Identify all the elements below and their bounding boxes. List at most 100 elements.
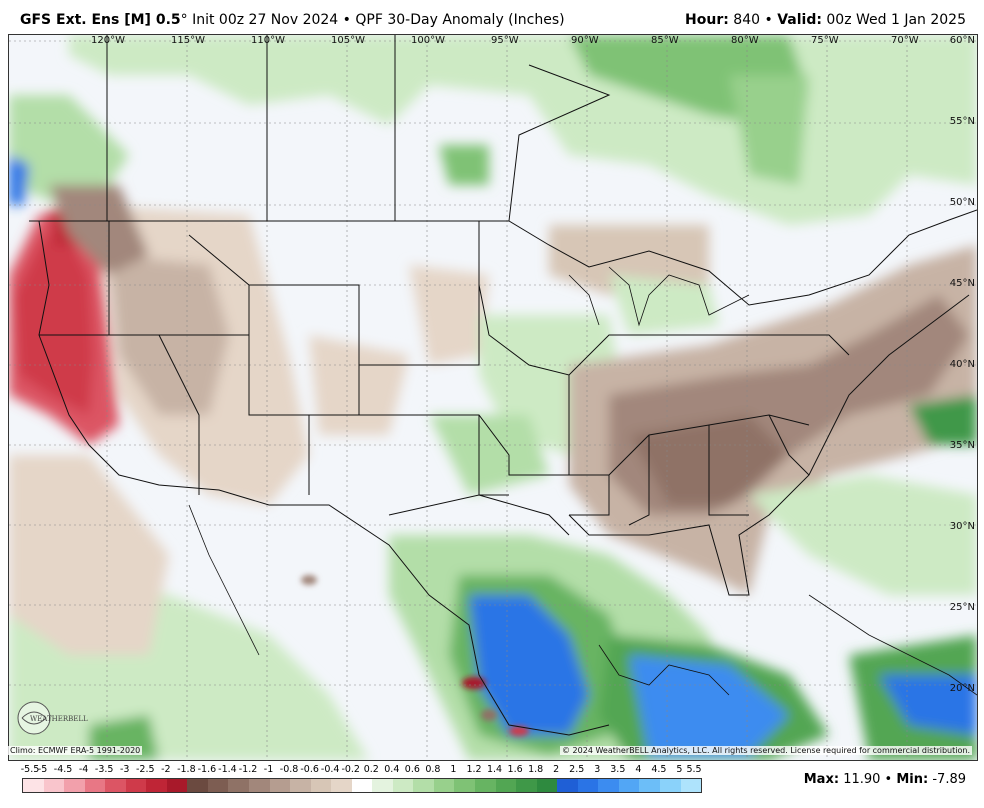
logo-text: WEATHERBELL [30, 715, 88, 723]
legend-swatch [372, 779, 393, 792]
legend-tick-label: 5 [676, 764, 683, 775]
legend-tick-label: -5 [37, 764, 48, 775]
max-min-readout: Max: 11.90 • Min: -7.89 [803, 772, 966, 787]
longitude-label: 110°W [251, 35, 285, 46]
longitude-label: 75°W [811, 35, 839, 46]
legend-tick-label: 2.5 [569, 764, 585, 775]
legend-tick-label: 1.8 [528, 764, 544, 775]
precip-anomaly-map [9, 35, 977, 760]
legend-tick-label: 1 [450, 764, 457, 775]
legend-swatch [516, 779, 537, 792]
model-name: GFS Ext. Ens [M] 0.5 [20, 12, 181, 28]
legend-tick-label: 3 [594, 764, 601, 775]
legend-swatch [269, 779, 291, 792]
product-name: QPF 30-Day Anomaly (Inches) [355, 12, 565, 28]
legend-swatch [536, 779, 558, 792]
legend-tick-label: 0.8 [425, 764, 441, 775]
legend-swatch [413, 779, 434, 792]
latitude-label: 45°N [949, 278, 975, 289]
legend-swatch [598, 779, 619, 792]
longitude-label: 85°W [651, 35, 679, 46]
legend-tick-label: -0.6 [300, 764, 319, 775]
legend-swatch [146, 779, 167, 792]
anomaly-shading [9, 35, 977, 760]
legend-tick-label: -1.8 [177, 764, 196, 775]
legend-swatch [557, 779, 578, 792]
legend-tick-label: -2.5 [135, 764, 155, 775]
latitude-label: 30°N [949, 521, 975, 532]
legend-tick-label: -0.4 [320, 764, 340, 775]
legend-swatch [618, 779, 640, 792]
legend-tick-label: 4 [635, 764, 642, 775]
legend-tick-label: -4.5 [53, 764, 73, 775]
legend-swatch [475, 779, 496, 792]
legend-swatch [351, 779, 373, 792]
legend-tick-label: 2 [553, 764, 560, 775]
legend-tick-label: 1.6 [507, 764, 523, 775]
legend-tick-label: -0.8 [279, 764, 299, 775]
legend-swatch [577, 779, 599, 792]
longitude-label: 80°W [731, 35, 759, 46]
legend-swatch [392, 779, 414, 792]
min-value: -7.89 [932, 772, 966, 787]
map-title: GFS Ext. Ens [M] 0.5° Init 00z 27 Nov 20… [20, 12, 565, 28]
legend-swatch [64, 779, 85, 792]
legend-swatch [249, 779, 270, 792]
legend-tick-label: -1.6 [197, 764, 217, 775]
valid-value: 00z Wed 1 Jan 2025 [826, 12, 966, 28]
legend-swatch [228, 779, 250, 792]
degree-symbol: ° [180, 12, 188, 28]
legend-swatch [433, 779, 455, 792]
legend-tick-label: -1.2 [238, 764, 258, 775]
legend-swatch [166, 779, 188, 792]
max-label: Max [803, 772, 834, 787]
legend-swatch [207, 779, 229, 792]
longitude-label: 105°W [331, 35, 365, 46]
legend-swatch [495, 779, 517, 792]
map-panel[interactable]: 120°W 115°W 110°W 105°W 100°W 95°W 90°W 85°W 80°… [8, 34, 978, 761]
legend-swatch [680, 779, 702, 792]
political-borders [29, 35, 977, 736]
max-value: 11.90 [843, 772, 881, 787]
longitude-label: 120°W [91, 35, 125, 46]
legend-tick-label: 1.2 [466, 764, 482, 775]
longitude-label: 70°W [891, 35, 919, 46]
min-label: Min [896, 772, 924, 787]
hour-label: Hour: [685, 12, 729, 28]
title-separator: • [342, 12, 351, 28]
latitude-label: 35°N [949, 440, 975, 451]
latitude-label: 60°N [949, 35, 975, 46]
coastlines [188, 266, 977, 696]
latitude-label: 25°N [949, 602, 975, 613]
latitude-label: 55°N [949, 116, 975, 127]
latitude-label: 20°N [949, 683, 975, 694]
legend-swatch [23, 779, 44, 792]
legend-swatch [125, 779, 147, 792]
legend-tick-label: 5.5 [686, 764, 702, 775]
longitude-label: 100°W [411, 35, 445, 46]
legend-bar [22, 778, 702, 793]
legend-swatch [187, 779, 208, 792]
legend-tick-label: -3.5 [94, 764, 114, 775]
legend-tick-label: -5.5 [20, 764, 40, 775]
anomaly-spots [301, 575, 529, 736]
longitude-label: 115°W [171, 35, 205, 46]
climo-note: Climo: ECMWF ERA-5 1991-2020 [8, 746, 143, 755]
legend-tick-label: -4 [78, 764, 89, 775]
valid-info: Hour: 840 • Valid: 00z Wed 1 Jan 2025 [685, 12, 966, 28]
legend-tick-label: -0.2 [341, 764, 360, 775]
valid-label: Valid: [777, 12, 822, 28]
legend-swatch [105, 779, 126, 792]
longitude-label: 90°W [571, 35, 599, 46]
hour-value: 840 [733, 12, 761, 28]
legend-ticks: -5.5 -5 -4.5 -4 -3.5 -3 -2.5 -2 -1.8 -1.6 -1.4 -1.2… [20, 762, 702, 778]
legend-tick-label: 1.4 [486, 764, 503, 775]
latitude-label: 50°N [949, 197, 975, 208]
latitude-label: 40°N [949, 359, 975, 370]
legend-swatch [310, 779, 332, 792]
init-time: Init 00z 27 Nov 2024 [192, 12, 339, 28]
legend-swatch [659, 779, 681, 792]
legend-tick-label: 0.4 [384, 764, 400, 775]
legend-tick-label: 4.5 [651, 764, 667, 775]
legend-tick-label: -1 [263, 764, 274, 775]
